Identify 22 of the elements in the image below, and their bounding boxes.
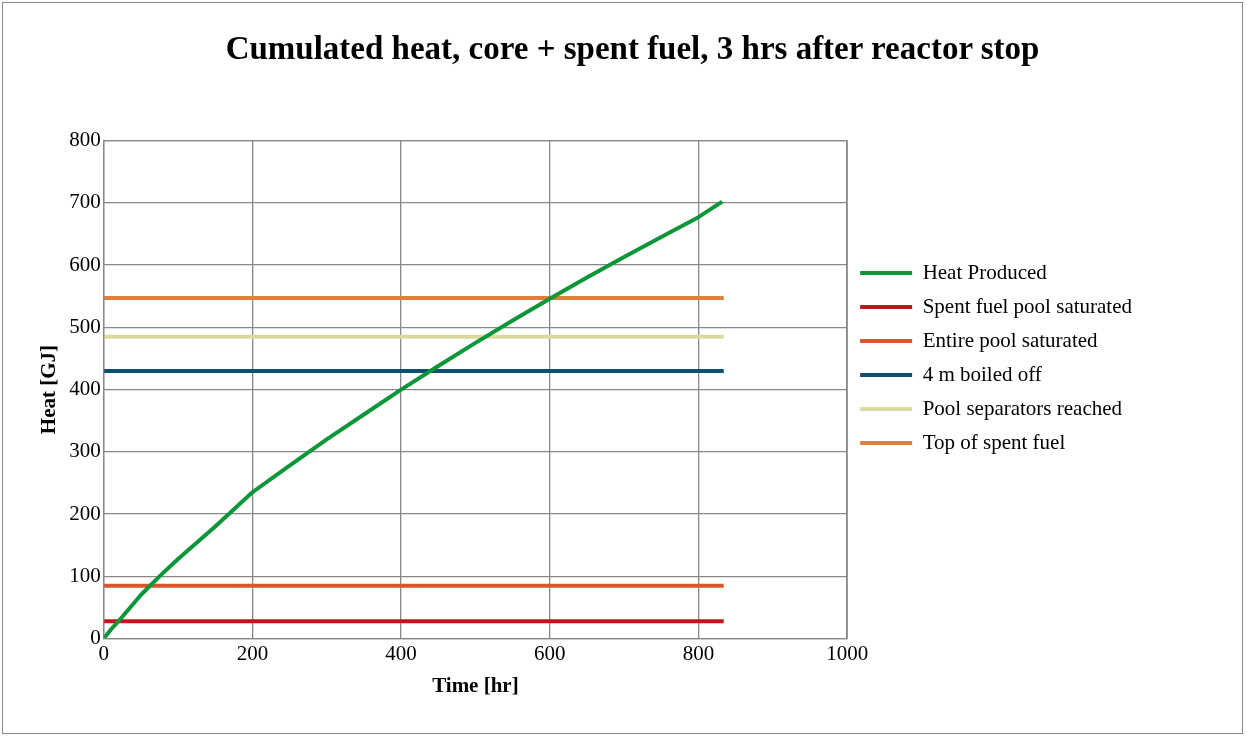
y-tick-label: 700 (69, 189, 101, 214)
y-tick-label: 200 (69, 500, 101, 525)
y-tick-label: 600 (69, 251, 101, 276)
legend-label: 4 m boiled off (922, 361, 1042, 386)
y-tick-label: 800 (69, 127, 101, 152)
legend-label: Heat Produced (922, 259, 1048, 284)
legend-label: Entire pool saturated (922, 327, 1099, 352)
x-tick-label: 600 (534, 640, 566, 665)
x-tick-label: 800 (682, 640, 715, 665)
y-tick-label: 500 (69, 313, 101, 338)
legend-label: Spent fuel pool saturated (922, 293, 1133, 318)
x-tick-label: 200 (236, 640, 269, 665)
chart-title: Cumulated heat, core + spent fuel, 3 hrs after reactor stop (225, 30, 1040, 67)
x-tick-label: 1000 (826, 640, 869, 665)
y-axis-title: Heat [GJ] (36, 344, 61, 435)
legend-label: Top of spent fuel (922, 429, 1066, 454)
y-tick-label: 300 (69, 438, 101, 463)
x-axis-title: Time [hr] (432, 672, 519, 697)
legend-label: Pool separators reached (922, 395, 1123, 420)
y-tick-label: 400 (69, 376, 101, 401)
x-tick-label: 400 (385, 640, 417, 665)
y-tick-label: 100 (69, 562, 101, 587)
